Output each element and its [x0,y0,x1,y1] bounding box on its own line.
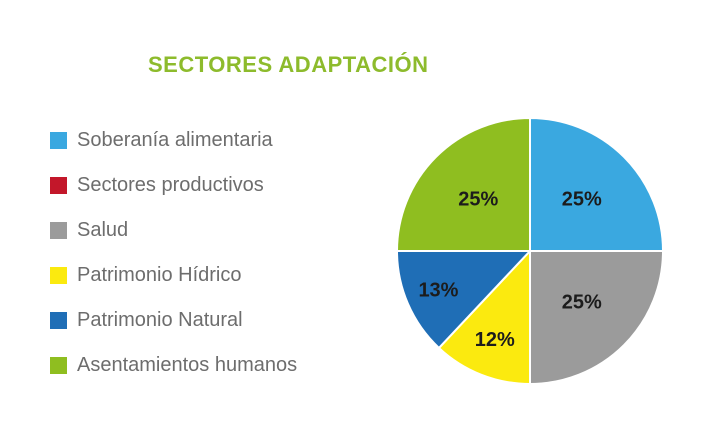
legend-swatch [50,267,67,284]
chart-title: SECTORES ADAPTACIÓN [148,52,429,77]
legend-swatch [50,312,67,329]
legend-item-sectores-productivos: Sectores productivos [50,163,297,208]
slice-label-patrimonio-hidrico: 12% [475,329,515,351]
legend-item-asentamientos: Asentamientos humanos [50,343,297,388]
slice-patrimonio-natural [395,250,533,350]
legend-item-salud: Salud [50,208,297,253]
slice-label-asentamientos: 25% [458,188,498,210]
slice-label-soberania: 25% [562,188,602,210]
legend-label: Salud [77,219,129,241]
slice-label-salud: 25% [562,292,602,314]
legend-label: Asentamientos humanos [77,354,298,376]
legend-item-soberania: Soberanía alimentaria [50,118,297,163]
legend-swatch [50,357,67,374]
legend-label: Sectores productivos [77,174,264,196]
legend-swatch [50,132,67,149]
slice-patrimonio-hidrico [437,248,531,386]
legend-item-patrimonio-natural: Patrimonio Natural [50,298,297,343]
legend-item-patrimonio-hidrico: Patrimonio Hídrico [50,253,297,298]
slice-label-patrimonio-natural: 13% [418,280,458,302]
legend-label: Soberanía alimentaria [77,129,273,151]
slice-salud [529,250,665,386]
legend-swatch [50,177,67,194]
slice-asentamientos [395,116,531,252]
legend-label: Patrimonio Hídrico [77,264,242,286]
legend-label: Patrimonio Natural [77,309,243,331]
slice-soberania [529,116,665,252]
legend: Soberanía alimentaria Sectores productiv… [50,118,297,388]
legend-swatch [50,222,67,239]
